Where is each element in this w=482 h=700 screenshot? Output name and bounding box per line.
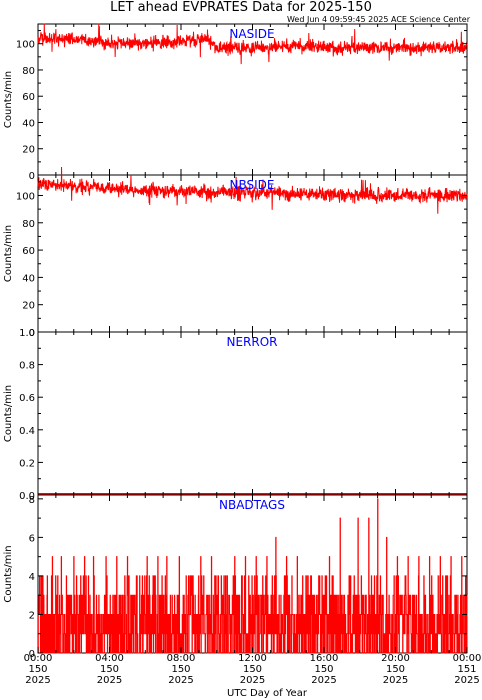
x-tick-label: 150 — [171, 664, 190, 675]
x-tick-label: 00:00 — [24, 653, 53, 664]
x-tick-label: 04:00 — [95, 653, 124, 664]
chart-title: LET ahead EVPRATES Data for 2025-150 — [110, 0, 372, 15]
x-tick-label: 150 — [314, 664, 333, 675]
y-tick-label: 0 — [29, 171, 35, 182]
y-axis-label: Counts/min — [3, 225, 14, 282]
x-tick-labels: 00:00150202504:00150202508:00150202512:0… — [24, 653, 482, 686]
y-tick-label: 0.8 — [19, 361, 35, 372]
y-tick-label: 0 — [29, 328, 35, 339]
y-tick-label: 2 — [29, 610, 35, 621]
x-tick-label: 150 — [386, 664, 405, 675]
panel-nbadtags: 0 2 4 6 8 NBADTAGS Counts/min — [3, 494, 468, 660]
x-tick-label: 150 — [243, 664, 262, 675]
y-tick-label: 1.0 — [19, 328, 35, 339]
y-axis-label: Counts/min — [3, 71, 14, 128]
x-tick-label: 2025 — [97, 675, 122, 686]
panel-nerror: 0.0 0.2 0.4 0.6 0.8 1.0 NERROR Counts/min — [3, 328, 468, 502]
y-axis-label: Counts/min — [3, 385, 14, 442]
y-tick-label: 0.4 — [19, 426, 35, 437]
y-tick-label: 40 — [22, 273, 35, 284]
y-tick-label: 8 — [29, 495, 35, 506]
plot-frame — [37, 331, 468, 496]
panel-naside: 0 20 40 60 80 100 NASIDE Counts/min — [3, 23, 468, 182]
x-tick-label: 00:00 — [453, 653, 482, 664]
x-tick-label: 16:00 — [310, 653, 339, 664]
y-tick-label: 0 — [29, 649, 35, 660]
x-tick-label: 20:00 — [381, 653, 410, 664]
x-tick-label: 2025 — [454, 675, 479, 686]
y-tick-label: 40 — [22, 118, 35, 129]
y-tick-label: 60 — [22, 92, 35, 103]
panel-label: NERROR — [226, 335, 277, 349]
x-tick-label: 151 — [457, 664, 476, 675]
x-tick-label: 150 — [28, 664, 47, 675]
x-tick-label: 08:00 — [167, 653, 196, 664]
panel-label: NASIDE — [229, 27, 274, 41]
x-tick-label: 2025 — [311, 675, 336, 686]
timestamp: Wed Jun 4 09:59:45 2025 ACE Science Cent… — [287, 15, 471, 24]
y-tick-label: 6 — [29, 533, 35, 544]
y-tick-label: 80 — [22, 66, 35, 77]
series-line — [37, 167, 468, 214]
y-tick-label: 4 — [29, 572, 35, 583]
y-tick-label: 80 — [22, 219, 35, 230]
y-tick-label: 0.6 — [19, 393, 35, 404]
y-tick-label: 100 — [16, 40, 35, 51]
x-tick-label: 2025 — [25, 675, 50, 686]
x-tick-label: 2025 — [168, 675, 193, 686]
y-tick-label: 0.0 — [19, 491, 35, 502]
y-tick-label: 60 — [22, 246, 35, 257]
y-axis-label: Counts/min — [3, 545, 14, 602]
panel-label: NBSIDE — [230, 178, 275, 192]
x-axis-label: UTC Day of Year — [227, 688, 308, 699]
panel-nbside: 0 20 40 60 80 100 NBSIDE Counts/min — [3, 167, 468, 339]
panels: 020406080100NASIDECounts/min020406080100… — [3, 23, 468, 660]
x-tick-label: 2025 — [383, 675, 408, 686]
y-tick-label: 100 — [16, 191, 35, 202]
y-tick-label: 20 — [22, 145, 35, 156]
y-tick-label: 20 — [22, 301, 35, 312]
series-line — [37, 498, 468, 654]
x-tick-label: 12:00 — [238, 653, 267, 664]
x-tick-label: 150 — [100, 664, 119, 675]
y-tick-label: 0.2 — [19, 458, 35, 469]
x-tick-label: 2025 — [240, 675, 265, 686]
series-line — [37, 23, 468, 65]
panel-label: NBADTAGS — [219, 498, 285, 512]
